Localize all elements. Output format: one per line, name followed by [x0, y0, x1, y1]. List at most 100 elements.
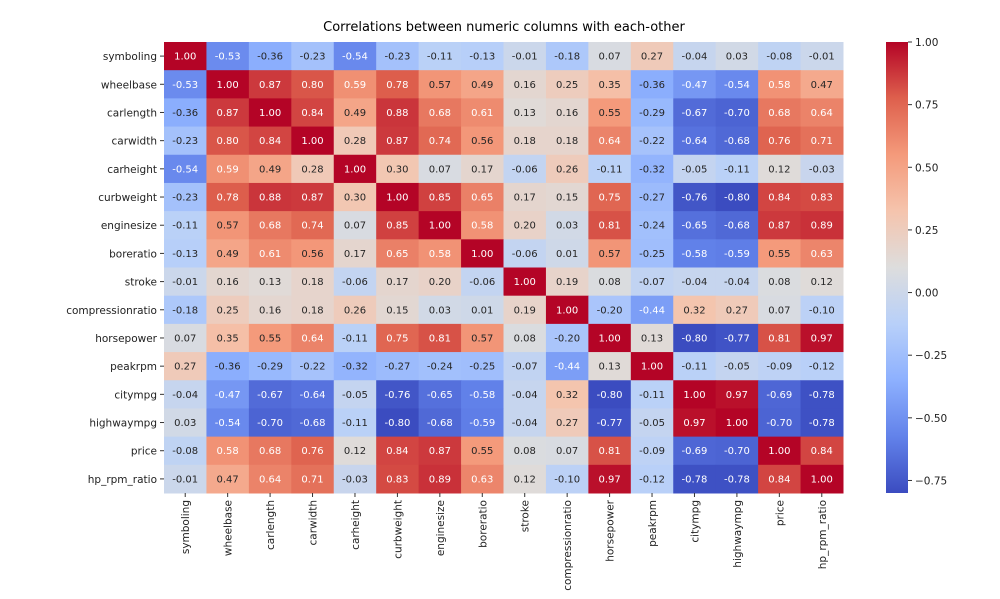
- heatmap-cell: [630, 323, 674, 353]
- heatmap-cell: [164, 295, 207, 325]
- cell-value-label: 0.87: [259, 80, 281, 91]
- cell-value-label: 0.03: [429, 305, 451, 316]
- cell-value-label: 0.64: [301, 333, 323, 344]
- heatmap-cell: [588, 380, 632, 409]
- cell-value-label: 1.00: [598, 333, 620, 344]
- heatmap-cell: [333, 42, 377, 71]
- heatmap-cell: [461, 98, 504, 128]
- cell-value-label: -0.70: [724, 446, 750, 457]
- heatmap-cell: [248, 295, 292, 325]
- heatmap-cell: [333, 380, 377, 409]
- cell-value-label: 0.64: [259, 474, 281, 485]
- heatmap-cell: [758, 98, 802, 128]
- cell-value-label: 0.49: [217, 249, 239, 260]
- y-tick-label: boreratio: [109, 248, 157, 260]
- heatmap-cell: [164, 154, 207, 184]
- cell-value-label: -0.12: [639, 474, 665, 485]
- cell-value-label: 1.00: [726, 418, 748, 429]
- x-tick-label: horsepower: [605, 499, 617, 561]
- heatmap-cell: [461, 323, 504, 353]
- heatmap-cell: [206, 126, 250, 156]
- cell-value-label: -0.18: [172, 305, 198, 316]
- heatmap-cell: [630, 126, 674, 156]
- cell-value-label: 0.12: [811, 277, 833, 288]
- cell-value-label: -0.67: [257, 390, 283, 401]
- heatmap-cell: [673, 211, 717, 240]
- cell-value-label: 0.55: [768, 249, 790, 260]
- cell-value-label: -0.64: [300, 390, 326, 401]
- heatmap-cell: [545, 352, 589, 381]
- cell-value-label: -0.22: [639, 136, 665, 147]
- cell-value-label: -0.67: [682, 108, 708, 119]
- cell-value-label: -0.47: [215, 390, 241, 401]
- cell-value-label: -0.59: [724, 249, 750, 260]
- heatmap-cell: [503, 126, 547, 156]
- cell-value-label: -0.36: [172, 108, 198, 119]
- heatmap-cell: [376, 323, 420, 353]
- heatmap-cell: [715, 70, 759, 99]
- cell-value-label: -0.06: [512, 249, 538, 260]
- heatmap-cell: [461, 267, 504, 297]
- cell-value-label: 0.80: [301, 80, 323, 91]
- x-tick-label: wheelbase: [223, 500, 235, 556]
- cell-value-label: -0.01: [809, 52, 835, 63]
- heatmap-cell: [588, 464, 632, 494]
- heatmap-cell: [588, 295, 632, 325]
- cell-value-label: 0.87: [429, 446, 451, 457]
- cell-value-label: -0.68: [724, 136, 750, 147]
- heatmap-cell: [503, 42, 547, 71]
- heatmap-cell: [673, 267, 717, 297]
- cell-value-label: 0.32: [556, 390, 578, 401]
- y-tick-label: carheight: [107, 164, 157, 176]
- x-tick-label: curbweight: [392, 500, 404, 559]
- cell-value-label: -0.77: [597, 418, 623, 429]
- cell-value-label: 0.08: [514, 333, 536, 344]
- cell-value-label: 0.88: [386, 108, 408, 119]
- heatmap-cell: [164, 323, 207, 353]
- colorbar-tick-label: 0.75: [915, 100, 938, 112]
- heatmap-cell: [376, 239, 420, 268]
- cell-value-label: 0.19: [556, 277, 578, 288]
- heatmap-cell: [673, 70, 717, 99]
- cell-value-label: -0.32: [342, 362, 368, 373]
- heatmap-cell: [333, 295, 377, 325]
- heatmap-cell: [333, 182, 377, 212]
- cell-value-label: 0.64: [811, 108, 833, 119]
- cell-value-label: -0.07: [512, 362, 538, 373]
- cell-value-label: 1.00: [174, 52, 196, 63]
- cell-value-label: 0.15: [556, 193, 578, 204]
- heatmap-cell: [673, 126, 717, 156]
- heatmap-cell: [545, 211, 589, 240]
- heatmap-cell: [333, 154, 377, 184]
- heatmap-cell: [715, 154, 759, 184]
- heatmap-cell: [545, 154, 589, 184]
- heatmap-cell: [715, 436, 759, 466]
- cell-value-label: 0.97: [598, 474, 620, 485]
- cell-value-label: 0.49: [471, 80, 493, 91]
- cell-value-label: 0.97: [726, 390, 748, 401]
- cell-value-label: 0.35: [598, 80, 620, 91]
- cell-value-label: -0.23: [300, 52, 326, 63]
- heatmap-cell: [800, 126, 844, 156]
- heatmap-cell: [164, 380, 207, 409]
- heatmap-cell: [800, 352, 844, 381]
- cell-value-label: -0.10: [809, 305, 835, 316]
- heatmap-cell: [291, 98, 335, 128]
- heatmap-cell: [503, 352, 547, 381]
- heatmap-cell: [800, 267, 844, 297]
- heatmap-cell: [545, 464, 589, 494]
- heatmap-cell: [418, 323, 462, 353]
- heatmap-cell: [418, 408, 462, 438]
- cell-value-label: 0.68: [259, 446, 281, 457]
- x-tick-label: stroke: [520, 500, 532, 532]
- cell-value-label: -0.05: [682, 164, 708, 175]
- heatmap-cell: [291, 211, 335, 240]
- y-tick-label: enginesize: [101, 220, 157, 232]
- cell-value-label: 0.74: [301, 221, 323, 232]
- heatmap-cell: [630, 211, 674, 240]
- heatmap-cell: [673, 295, 717, 325]
- heatmap-cell: [800, 182, 844, 212]
- cell-value-label: 0.88: [259, 193, 281, 204]
- heatmap-cell: [800, 323, 844, 353]
- cell-value-label: 0.13: [514, 108, 536, 119]
